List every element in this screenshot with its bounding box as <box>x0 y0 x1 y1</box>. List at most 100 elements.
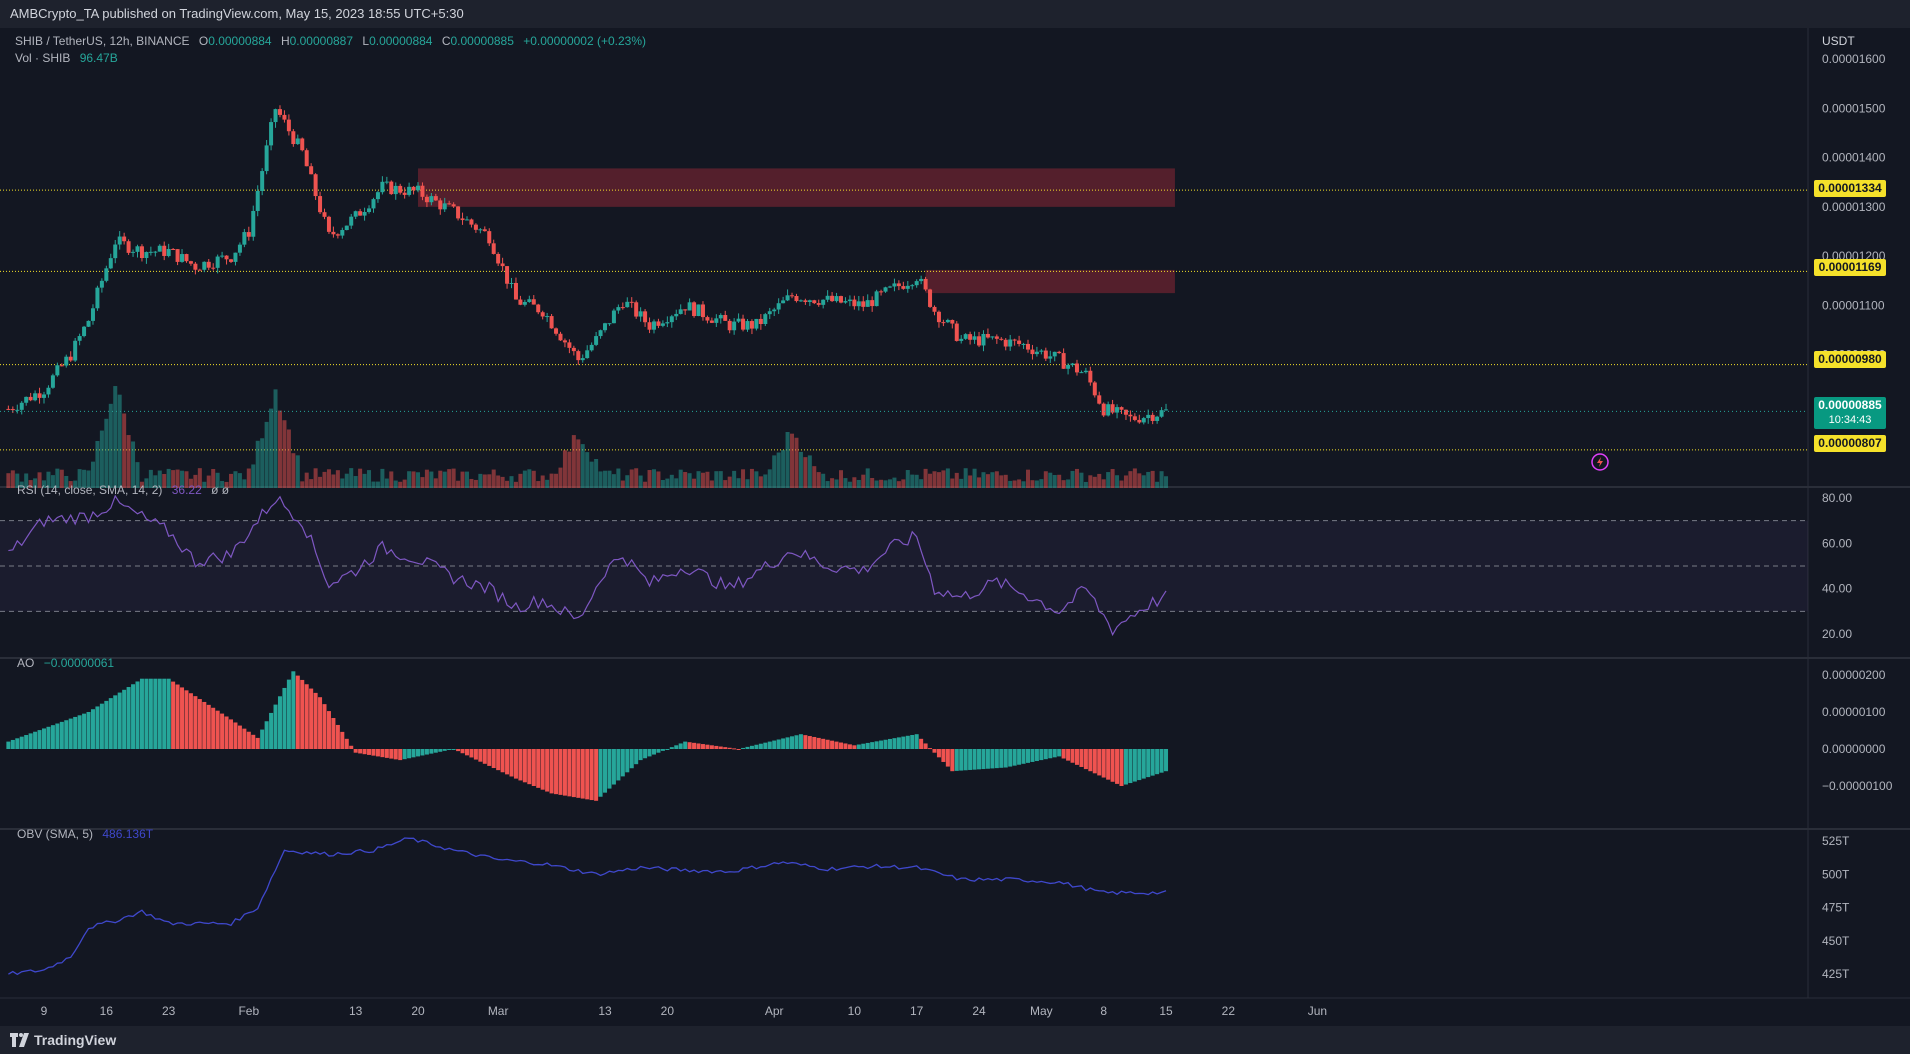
volume-bar <box>50 475 55 488</box>
volume-bar <box>367 470 372 488</box>
candle-body <box>910 285 915 287</box>
ao-bar <box>611 749 616 785</box>
candle-body <box>33 393 38 401</box>
ao-bar <box>233 722 238 749</box>
volume-bar <box>487 474 492 488</box>
candle-body <box>856 301 861 307</box>
ao-bar <box>491 749 496 769</box>
volume-bar <box>64 475 69 488</box>
ao-bar <box>340 731 345 749</box>
ao-bar <box>353 749 358 753</box>
volume-bar <box>696 471 701 488</box>
obv-line[interactable] <box>8 837 1167 976</box>
volume-bar <box>1132 468 1137 488</box>
candle-body <box>838 296 843 303</box>
ao-bar <box>531 749 536 786</box>
candle-body <box>1164 409 1169 411</box>
obv-tick-label: 475T <box>1822 901 1850 915</box>
volume-bar <box>500 476 505 488</box>
candle-body <box>260 171 265 192</box>
ao-bar <box>945 749 950 767</box>
volume-bar <box>1017 479 1022 488</box>
change-value: +0.00000002 (+0.23%) <box>523 34 646 48</box>
ao-bar <box>1119 749 1124 786</box>
volume-bar <box>985 474 990 488</box>
open-label: O <box>198 34 209 48</box>
candle-body <box>1017 340 1022 344</box>
candle-body <box>447 203 452 205</box>
candle-body <box>1021 343 1026 345</box>
ao-bar <box>37 730 42 749</box>
candle-body <box>153 251 158 253</box>
candle-body <box>629 301 634 303</box>
candle-body <box>407 186 412 195</box>
rsi-line[interactable] <box>8 494 1167 637</box>
price-tick-label: 0.00001100 <box>1822 298 1885 312</box>
volume-bar <box>295 455 300 488</box>
ao-bar <box>86 712 91 749</box>
ao-bar <box>117 692 122 749</box>
candle-body <box>99 280 104 288</box>
candle-body <box>687 302 692 311</box>
candle-body <box>264 145 269 172</box>
tradingview-logo-icon[interactable] <box>10 1033 30 1047</box>
ao-bar <box>1097 749 1102 776</box>
candle-body <box>1052 351 1057 357</box>
volume-bar <box>674 478 679 488</box>
candle-body <box>896 283 901 287</box>
volume-bar <box>175 469 180 488</box>
volume-bar <box>416 472 421 488</box>
volume-bar <box>1052 475 1057 488</box>
volume-bar <box>304 472 309 488</box>
candle-body <box>460 218 465 221</box>
candle-body <box>206 261 211 268</box>
candle-body <box>291 131 296 145</box>
ao-bar <box>772 740 777 749</box>
replay-lightning-icon[interactable] <box>1591 453 1609 471</box>
candle-body <box>1066 364 1071 369</box>
ao-bar <box>193 696 198 749</box>
candle-body <box>171 249 176 251</box>
ao-bar <box>166 678 171 749</box>
volume-bar <box>358 468 363 488</box>
volume-bar <box>513 481 518 488</box>
volume-bar <box>340 478 345 488</box>
supply-zone-1[interactable] <box>418 168 1175 207</box>
volume-bar <box>313 468 318 488</box>
candle-body <box>505 266 510 284</box>
time-tick-label: 17 <box>910 1004 924 1018</box>
obv-label[interactable]: OBV (SMA, 5) <box>17 827 94 841</box>
volume-label[interactable]: Vol · SHIB <box>15 51 71 65</box>
candle-body <box>945 319 950 323</box>
volume-bar <box>1159 471 1164 488</box>
volume-bar <box>353 476 358 488</box>
candle-body <box>433 196 438 201</box>
ao-label[interactable]: AO <box>17 656 35 670</box>
candle-body <box>941 322 946 324</box>
volume-bar <box>68 481 73 488</box>
ao-bar <box>28 733 33 749</box>
rsi-label[interactable]: RSI (14, close, SMA, 14, 2) <box>17 483 163 497</box>
volume-bar <box>509 476 514 488</box>
ao-bar <box>745 746 750 749</box>
candle-body <box>1030 349 1035 355</box>
chart-area[interactable]: 0.00001600 0.00001500 0.00001400 0.00001300… <box>0 28 1910 1026</box>
candle-body <box>402 192 407 195</box>
ao-bar <box>99 703 104 749</box>
volume-bar <box>518 473 523 488</box>
supply-zone-2[interactable] <box>925 269 1175 294</box>
volume-bar <box>1070 470 1075 488</box>
volume-bar <box>990 472 995 488</box>
ao-bar <box>473 749 478 760</box>
candle-body <box>567 342 572 348</box>
candle-body <box>37 393 42 398</box>
ao-bar <box>456 749 461 752</box>
volume-value: 96.47B <box>79 51 118 65</box>
symbol-label[interactable]: SHIB / TetherUS, 12h, BINANCE <box>15 34 190 48</box>
ao-bar <box>776 739 781 749</box>
candle-body <box>718 315 723 319</box>
volume-bar <box>229 473 234 488</box>
close-label: C <box>441 34 451 48</box>
candle-body <box>326 216 331 232</box>
ao-bar <box>402 749 407 760</box>
